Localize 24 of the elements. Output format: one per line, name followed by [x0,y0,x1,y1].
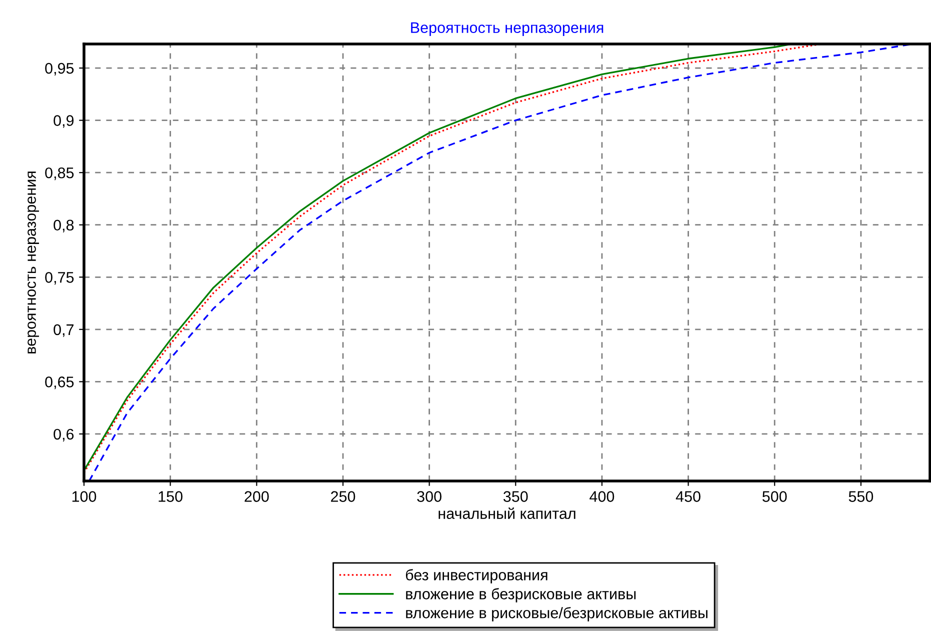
y-tick-label: 0,65 [45,376,74,390]
y-tick-label: 0,6 [54,428,74,442]
x-tick-label: 400 [590,491,614,502]
legend-label: без инвестирования [406,569,548,584]
y-tick-label: 0,9 [54,115,74,128]
x-tick-label: 300 [417,491,442,502]
chart-title: Вероятность нерпазорения [411,22,604,36]
x-tick-label: 550 [848,491,874,502]
x-tick-label: 150 [158,491,182,502]
y-tick-label: 0,75 [45,272,74,285]
legend-label: вложение в рисковые/безрисковые активы [406,606,708,622]
x-tick-label: 500 [762,491,787,502]
y-axis-title: вероятность неразорения [28,172,39,354]
y-tick-label: 0,7 [54,324,74,337]
legend-label: вложение в безрисковые активы [406,588,636,602]
y-tick-label: 0,95 [45,62,74,76]
x-axis-title: начальный капитал [438,507,576,519]
y-tick-label: 0,85 [45,167,74,180]
x-tick-label: 450 [676,491,700,502]
x-tick-label: 350 [503,491,528,502]
x-tick-label: 100 [72,491,96,502]
y-tick-label: 0,8 [54,220,74,232]
x-tick-label: 200 [244,491,269,502]
x-tick-label: 250 [331,491,356,502]
